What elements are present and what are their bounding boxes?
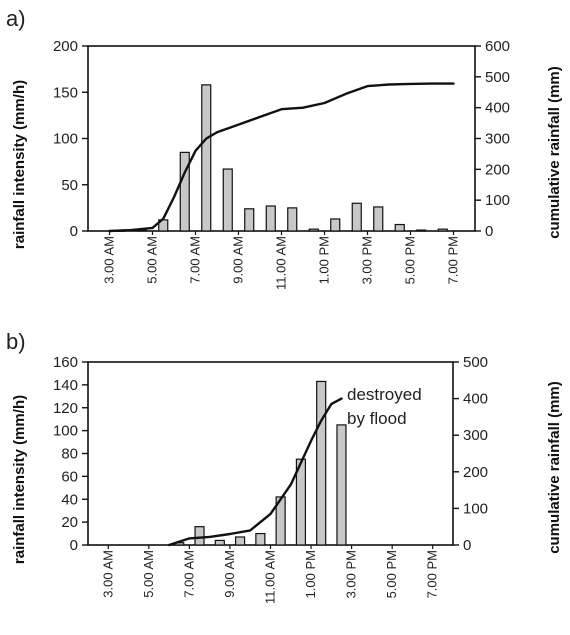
y2-tick-label: 300 — [485, 131, 510, 148]
x-tick-label: 9.00 AM — [222, 550, 237, 598]
annotation-line: by flood — [347, 409, 407, 428]
rainfall-bar — [295, 458, 307, 546]
rainfall-bar — [308, 228, 319, 232]
y-axis-label: rainfall intensity (mm/h) — [11, 80, 28, 249]
y-tick-label: 50 — [61, 177, 78, 194]
panel-label: b) — [6, 329, 26, 354]
panel-label: a) — [6, 6, 26, 31]
plot-frame — [87, 45, 476, 232]
y-tick-label: 40 — [61, 491, 78, 508]
rainfall-bar — [234, 536, 246, 546]
rainfall-bar — [416, 229, 427, 232]
rainfall-bar — [255, 532, 266, 546]
chart-panel-a: a) 0 50 100 150 200 0 100 200 300 400 500 600 3.00 AM… — [6, 6, 563, 290]
x-tick-label: 3.00 AM — [102, 236, 117, 284]
cumulative-line — [108, 82, 455, 233]
y-tick-label: 140 — [53, 377, 78, 394]
y2-axis-label: cumulative rainfall (mm) — [546, 381, 563, 554]
chart-panel-b: b) 0 20 40 60 80 100 120 140 160 0 100 200 300 400 500 3… — [6, 329, 563, 604]
y2-tick-label: 200 — [463, 464, 488, 481]
y-tick-label: 160 — [53, 354, 78, 371]
x-tick-label: 3.00 AM — [100, 550, 115, 598]
x-tick-label: 1.00 PM — [317, 236, 332, 284]
annotation-line: destroyed — [347, 385, 422, 404]
rainfall-bar — [222, 168, 233, 232]
y-tick-label: 200 — [53, 38, 78, 55]
x-tick-label: 11.00 AM — [263, 550, 278, 604]
y-tick-label: 150 — [53, 84, 78, 101]
x-tick-label: 7.00 AM — [181, 550, 196, 598]
y-tick-label: 0 — [70, 223, 78, 240]
y2-tick-label: 200 — [485, 161, 510, 178]
rainfall-bar — [265, 205, 276, 232]
rainfall-bar — [437, 228, 448, 232]
y2-tick-label: 100 — [485, 192, 510, 209]
y2-tick-label: 500 — [463, 354, 488, 371]
rainfall-bar — [373, 206, 384, 232]
rainfall-bar — [287, 207, 298, 232]
y2-tick-label: 300 — [463, 427, 488, 444]
y2-tick-label: 0 — [463, 537, 471, 554]
rainfall-bar — [351, 202, 362, 232]
x-tick-label: 7.00 PM — [446, 236, 461, 284]
x-tick-label: 7.00 AM — [188, 236, 203, 284]
x-tick-label: 11.00 AM — [274, 236, 289, 290]
x-tick-label: 7.00 PM — [425, 550, 440, 598]
rainfall-bar — [275, 496, 286, 546]
x-tick-label: 5.00 PM — [403, 236, 418, 284]
rainfall-bar — [394, 223, 405, 232]
y2-tick-label: 0 — [485, 223, 493, 240]
x-tick-label: 3.00 PM — [344, 550, 359, 598]
rainfall-bar — [244, 208, 255, 232]
x-tick-label: 5.00 AM — [141, 550, 156, 598]
y2-axis-label: cumulative rainfall (mm) — [546, 66, 563, 239]
y-tick-label: 100 — [53, 423, 78, 440]
y-tick-label: 60 — [61, 468, 78, 485]
x-tick-label: 5.00 PM — [384, 550, 399, 598]
rainfall-bar — [336, 424, 347, 546]
rainfall-bar — [201, 84, 212, 232]
y2-tick-label: 400 — [485, 100, 510, 117]
rainfall-bar — [179, 151, 190, 232]
y2-tick-label: 600 — [485, 38, 510, 55]
y2-tick-label: 100 — [463, 500, 488, 517]
y-tick-label: 100 — [53, 131, 78, 148]
rainfall-bar — [214, 539, 225, 546]
x-tick-label: 1.00 PM — [303, 550, 318, 598]
rainfall-bar — [194, 526, 205, 546]
x-tick-label: 5.00 AM — [145, 236, 160, 284]
y-tick-label: 80 — [61, 446, 78, 463]
cumulative-line — [167, 397, 343, 547]
y-axis-label: rainfall intensity (mm/h) — [11, 395, 28, 564]
x-tick-label: 9.00 AM — [231, 236, 246, 284]
chart-annotation: destroyed by flood — [347, 385, 422, 428]
rainfall-bar — [330, 218, 341, 232]
x-tick-label: 3.00 PM — [360, 236, 375, 284]
y-tick-label: 120 — [53, 400, 78, 417]
y2-tick-label: 400 — [463, 391, 488, 408]
y-tick-label: 0 — [70, 537, 78, 554]
y2-tick-label: 500 — [485, 69, 510, 86]
y-tick-label: 20 — [61, 514, 78, 531]
rainfall-bar — [316, 380, 327, 546]
